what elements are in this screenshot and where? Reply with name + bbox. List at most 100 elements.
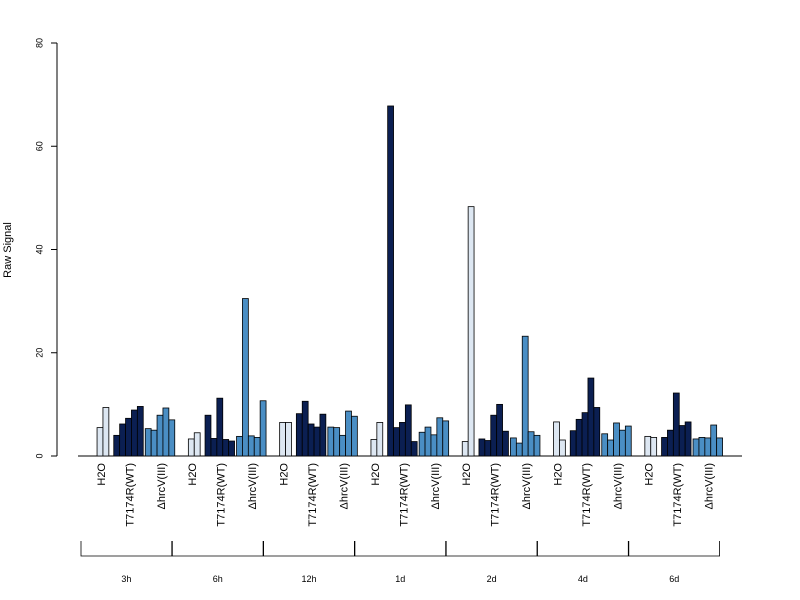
bar — [418, 431, 426, 457]
bar — [684, 421, 692, 457]
bar — [393, 427, 400, 457]
bar — [162, 407, 170, 457]
bar — [144, 428, 152, 457]
bar — [533, 434, 541, 457]
bar — [210, 438, 218, 457]
bar — [119, 423, 126, 457]
group-label: ΔhrcV(III) — [247, 463, 259, 509]
bar — [404, 404, 412, 457]
bar — [672, 392, 680, 457]
bar — [569, 430, 577, 457]
bar — [204, 414, 212, 457]
bar — [607, 439, 614, 457]
time-bracket — [445, 541, 538, 557]
bar — [96, 427, 104, 457]
bar — [228, 440, 235, 457]
bar — [222, 439, 230, 457]
bar — [587, 377, 595, 457]
bar — [601, 433, 609, 457]
bar — [351, 415, 358, 457]
bar — [461, 441, 469, 457]
bar — [478, 438, 486, 457]
bar — [521, 335, 529, 457]
bar — [467, 206, 475, 457]
group-label: T7174R(WT) — [124, 463, 136, 527]
bar — [131, 409, 138, 457]
bar — [661, 437, 668, 457]
group-label: ΔhrcV(III) — [339, 463, 351, 509]
bar — [593, 407, 601, 457]
y-tick-label: 20 — [34, 348, 44, 358]
bar — [327, 426, 335, 457]
bar — [156, 414, 164, 457]
bar — [242, 298, 249, 457]
time-bracket — [263, 541, 355, 557]
bar — [692, 438, 700, 457]
bar — [168, 419, 176, 457]
bar — [236, 435, 243, 457]
time-label: 1d — [395, 574, 405, 584]
bar — [193, 432, 201, 457]
bar — [667, 429, 674, 457]
group-label: ΔhrcV(III) — [156, 463, 168, 509]
bar — [619, 429, 626, 457]
bar — [339, 434, 346, 457]
group-label: H2O — [96, 463, 108, 486]
bar — [136, 406, 144, 457]
group-label: T7174R(WT) — [398, 463, 410, 527]
time-bracket — [628, 541, 720, 557]
y-axis-title: Raw Signal — [2, 222, 14, 278]
bar — [376, 422, 384, 457]
bar — [678, 425, 686, 457]
group-label: ΔhrcV(III) — [521, 463, 533, 509]
bar — [624, 425, 632, 457]
bar — [527, 431, 535, 457]
group-label: T7174R(WT) — [216, 463, 228, 527]
bar — [613, 422, 620, 457]
y-axis: 0 20 40 60 80 — [34, 38, 58, 459]
bar — [484, 440, 492, 457]
bar — [490, 414, 498, 457]
bar — [285, 422, 292, 457]
bar — [399, 422, 406, 457]
y-tick-label: 60 — [34, 141, 44, 151]
bar — [644, 435, 652, 457]
group-label: H2O — [370, 463, 382, 486]
bar — [716, 437, 723, 457]
time-label: 2d — [487, 574, 497, 584]
time-bracket — [171, 541, 264, 557]
bar — [387, 105, 394, 457]
bar — [515, 442, 523, 457]
time-bracket — [80, 541, 173, 557]
bar — [698, 437, 706, 457]
bar — [301, 400, 309, 457]
group-label: H2O — [187, 463, 199, 486]
time-brackets: 3h 6h 12h 1d 2d 4d 6d — [80, 541, 720, 584]
bar — [345, 410, 352, 457]
bar — [710, 424, 718, 457]
bar — [216, 397, 224, 457]
bar — [125, 417, 132, 457]
bar — [102, 407, 110, 457]
bar — [436, 417, 444, 457]
bar — [307, 423, 315, 457]
time-bracket — [354, 541, 447, 557]
group-labels: H2O T7174R(WT) ΔhrcV(III) H2O T7174R(WT) Δhrc… — [96, 463, 716, 527]
bar — [442, 420, 450, 457]
bar — [187, 438, 195, 457]
bar — [650, 437, 658, 457]
bar — [510, 437, 517, 457]
group-label: H2O — [644, 463, 656, 486]
y-tick-label: 0 — [34, 453, 44, 458]
group-label: T7174R(WT) — [581, 463, 593, 527]
time-label: 12h — [301, 574, 316, 584]
bar — [333, 427, 341, 457]
time-label: 6d — [669, 574, 679, 584]
bar — [295, 413, 303, 457]
bar — [313, 426, 321, 457]
time-label: 3h — [121, 574, 131, 584]
group-label: ΔhrcV(III) — [704, 463, 716, 509]
bar — [410, 441, 418, 457]
time-label: 6h — [213, 574, 223, 584]
